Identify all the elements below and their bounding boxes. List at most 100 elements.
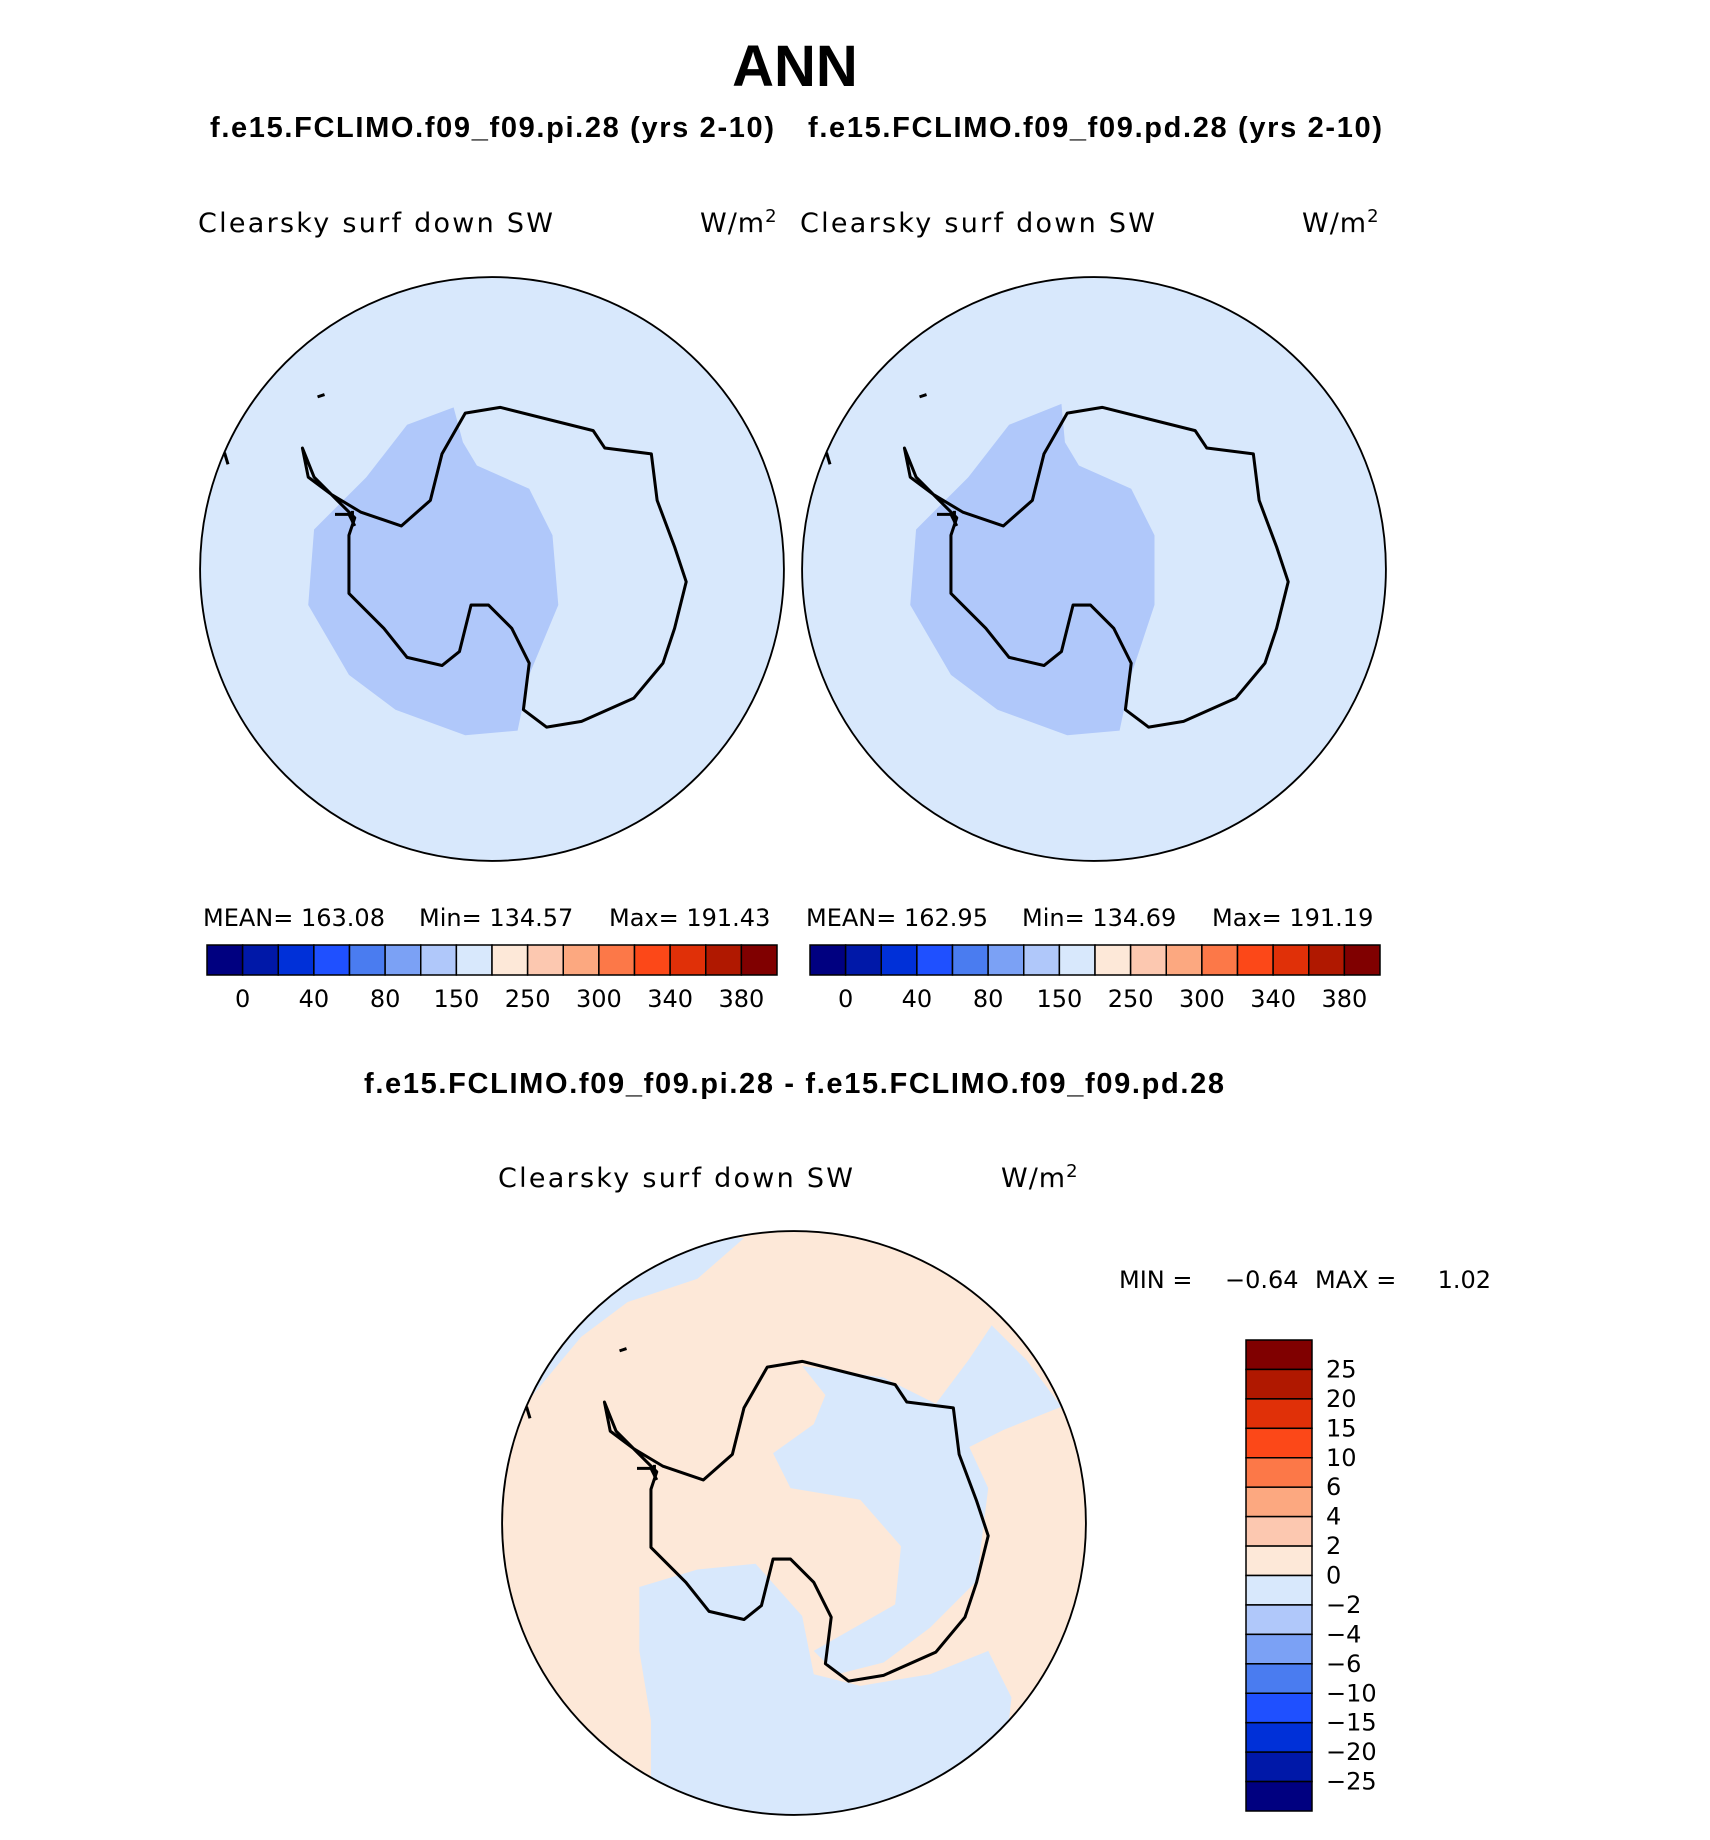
colorbar-label: 380 <box>1321 985 1367 1013</box>
colorbar-label: −6 <box>1326 1650 1361 1678</box>
colorbar-label: −15 <box>1326 1709 1377 1737</box>
colorbar-box <box>880 944 918 976</box>
colorbar-box <box>491 944 529 976</box>
colorbar-label: 150 <box>1036 985 1082 1013</box>
colorbar-box <box>1245 1633 1313 1665</box>
units-label: W/m2 <box>1001 1161 1079 1194</box>
colorbar-label: 40 <box>902 985 933 1013</box>
colorbar-box <box>241 944 279 976</box>
map <box>801 276 1387 862</box>
colorbar-box <box>1245 1574 1313 1606</box>
colorbar-box <box>705 944 743 976</box>
colorbar-label: 20 <box>1326 1385 1357 1413</box>
colorbar-label: 0 <box>235 985 250 1013</box>
colorbar-label: 25 <box>1326 1355 1357 1383</box>
colorbar-box <box>526 944 564 976</box>
colorbar-label: 380 <box>718 985 764 1013</box>
colorbar-label: 10 <box>1326 1444 1357 1472</box>
colorbar-box <box>1245 1486 1313 1518</box>
colorbar-box <box>1245 1780 1313 1812</box>
units-label: W/m2 <box>1302 206 1380 239</box>
field-label: Clearsky surf down SW <box>198 208 554 239</box>
colorbar-box <box>1129 944 1167 976</box>
colorbar-box <box>1245 1545 1313 1577</box>
colorbar-label: 300 <box>576 985 622 1013</box>
colorbar-label: −20 <box>1326 1738 1377 1766</box>
colorbar-box <box>1094 944 1132 976</box>
colorbar-box <box>669 944 707 976</box>
colorbar-label: 0 <box>1326 1562 1341 1590</box>
colorbar-label: 340 <box>1250 985 1296 1013</box>
colorbar-label: −25 <box>1326 1768 1377 1796</box>
max-label: MAX = <box>1315 1266 1396 1294</box>
mean-stat: MEAN= 162.95 <box>806 904 988 932</box>
colorbar-box <box>951 944 989 976</box>
colorbar-box <box>844 944 882 976</box>
case-title: f.e15.FCLIMO.f09_f09.pi.28 (yrs 2-10) <box>210 112 774 144</box>
min-stat: Min= 134.69 <box>1022 904 1176 932</box>
colorbar: 0 40 80 150 250 300 340 380 <box>206 944 778 1013</box>
colorbar-box <box>1245 1398 1313 1430</box>
colorbar-box <box>1245 1751 1313 1783</box>
map <box>199 276 785 862</box>
colorbar-box <box>348 944 386 976</box>
colorbar-box <box>987 944 1025 976</box>
colorbar-label: −2 <box>1326 1591 1361 1619</box>
colorbar-box <box>1023 944 1061 976</box>
colorbar-label: 250 <box>1108 985 1154 1013</box>
units-label: W/m2 <box>700 206 778 239</box>
min-label: MIN = <box>1119 1266 1192 1294</box>
colorbar-box <box>916 944 954 976</box>
figure-title: ANN <box>732 34 858 99</box>
colorbar-box <box>1245 1692 1313 1724</box>
colorbar-box <box>1245 1368 1313 1400</box>
colorbar-box <box>809 944 847 976</box>
difference-title: f.e15.FCLIMO.f09_f09.pi.28 - f.e15.FCLIM… <box>364 1068 1224 1100</box>
colorbar-label: 2 <box>1326 1532 1341 1560</box>
colorbar-label: 15 <box>1326 1414 1357 1442</box>
colorbar-box <box>1245 1663 1313 1694</box>
field-label: Clearsky surf down SW <box>498 1163 854 1194</box>
max-stat: Max= 191.43 <box>609 904 770 932</box>
units: W/m <box>1302 208 1367 239</box>
colorbar-box <box>1272 944 1310 976</box>
colorbar-label: 150 <box>433 985 479 1013</box>
colorbar-label: 40 <box>299 985 330 1013</box>
colorbar-box <box>1236 944 1274 976</box>
colorbar-box <box>1245 1721 1313 1753</box>
units: W/m <box>700 208 765 239</box>
case-title: f.e15.FCLIMO.f09_f09.pd.28 (yrs 2-10) <box>808 112 1382 144</box>
colorbar-box <box>598 944 636 976</box>
units: W/m <box>1001 1163 1066 1194</box>
colorbar-label: 0 <box>838 985 853 1013</box>
colorbar-box <box>384 944 422 976</box>
max-stat: Max= 191.19 <box>1212 904 1373 932</box>
colorbar-box <box>1245 1427 1313 1459</box>
colorbar-box <box>1245 1604 1313 1636</box>
colorbar-label: 80 <box>973 985 1004 1013</box>
colorbar-box <box>277 944 315 976</box>
units-exponent: 2 <box>1066 1161 1078 1182</box>
colorbar-label: 4 <box>1326 1503 1341 1531</box>
colorbar-box <box>1201 944 1239 976</box>
colorbar-box <box>1165 944 1203 976</box>
colorbar-box <box>1308 944 1346 976</box>
colorbar-label: 340 <box>647 985 693 1013</box>
colorbar-box <box>206 944 244 976</box>
colorbar-label: 6 <box>1326 1473 1341 1501</box>
colorbar-label: −10 <box>1326 1679 1377 1707</box>
colorbar-box <box>1245 1515 1313 1547</box>
colorbar-label: 80 <box>370 985 401 1013</box>
colorbar-box <box>1343 944 1381 976</box>
colorbar-box <box>1245 1457 1313 1488</box>
colorbar-box <box>420 944 458 976</box>
colorbar-box <box>562 944 600 976</box>
colorbar-box <box>313 944 351 976</box>
colorbar: 0 40 80 150 250 300 340 380 <box>809 944 1381 1013</box>
colorbar-box <box>1058 944 1096 976</box>
colorbar-box <box>633 944 671 976</box>
units-exponent: 2 <box>765 206 777 227</box>
colorbar-label: 300 <box>1179 985 1225 1013</box>
